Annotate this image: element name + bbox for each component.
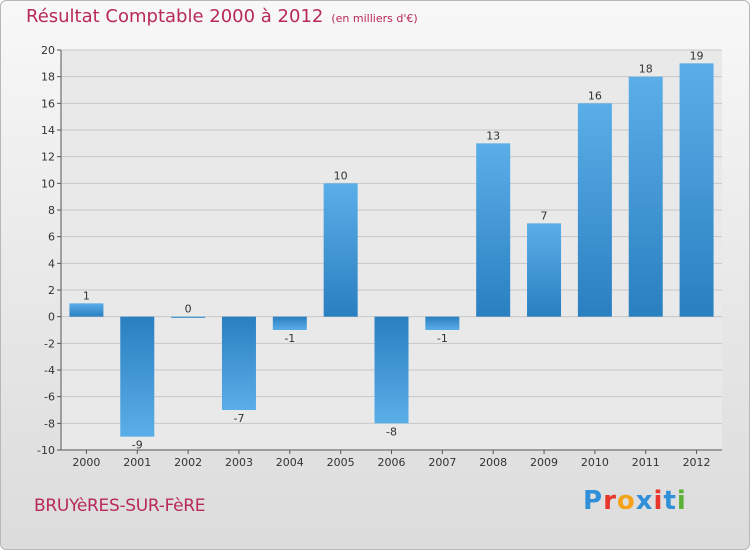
data-label: -1 <box>284 332 295 345</box>
x-tick-label: 2002 <box>174 456 202 469</box>
bar <box>171 316 206 318</box>
y-tick-label: 12 <box>41 151 55 164</box>
bar <box>323 183 358 317</box>
x-tick-label: 2007 <box>428 456 456 469</box>
x-tick-label: 2006 <box>378 456 406 469</box>
x-tick-label: 2000 <box>72 456 100 469</box>
data-label: 1 <box>83 289 90 302</box>
logo-letter: i <box>653 486 664 516</box>
data-label: -9 <box>132 439 143 452</box>
data-label: 18 <box>639 63 653 76</box>
y-tick-label: 10 <box>41 177 55 190</box>
data-label: 0 <box>185 303 192 316</box>
logo-letter: t <box>663 486 677 516</box>
data-label: 19 <box>690 49 704 62</box>
logo-letter: x <box>635 486 654 516</box>
y-tick-label: -10 <box>37 444 55 457</box>
data-label: 7 <box>541 209 548 222</box>
x-tick-label: 2001 <box>123 456 151 469</box>
bar <box>527 223 562 317</box>
y-tick-label: -4 <box>44 364 55 377</box>
y-tick-label: 14 <box>41 124 55 137</box>
y-tick-label: 8 <box>48 204 55 217</box>
x-tick-label: 2009 <box>530 456 558 469</box>
y-tick-label: -2 <box>44 337 55 350</box>
y-tick-label: 2 <box>48 284 55 297</box>
y-tick-label: -8 <box>44 417 55 430</box>
logo-letter: r <box>603 486 617 516</box>
logo-letter: i <box>676 486 687 516</box>
data-label: 10 <box>334 169 348 182</box>
city-name: BRUYèRES-SUR-FèRE <box>34 496 206 516</box>
x-tick-label: 2012 <box>683 456 711 469</box>
bar <box>69 303 104 317</box>
data-label: 13 <box>486 129 500 142</box>
y-tick-label: 16 <box>41 97 55 110</box>
y-tick-label: 6 <box>48 231 55 244</box>
y-tick-label: 18 <box>41 71 55 84</box>
bar <box>374 316 409 424</box>
data-label: -7 <box>233 412 244 425</box>
data-label: -1 <box>437 332 448 345</box>
bar <box>476 143 511 317</box>
chart-title: Résultat Comptable 2000 à 2012 (en millie… <box>26 6 418 27</box>
x-tick-label: 2011 <box>632 456 660 469</box>
title-text: Résultat Comptable 2000 à 2012 <box>26 6 324 27</box>
proxiti-logo[interactable]: Proxiti <box>583 486 687 516</box>
x-tick-label: 2004 <box>276 456 304 469</box>
x-tick-label: 2003 <box>225 456 253 469</box>
bar <box>679 63 714 317</box>
x-tick-label: 2005 <box>327 456 355 469</box>
x-tick-label: 2010 <box>581 456 609 469</box>
y-tick-label: 20 <box>41 44 55 57</box>
logo-letter: P <box>583 486 604 516</box>
data-label: 16 <box>588 89 602 102</box>
bar <box>628 76 663 317</box>
x-tick-label: 2008 <box>479 456 507 469</box>
logo-letter: o <box>616 486 636 516</box>
bar <box>120 316 155 437</box>
y-tick-label: 4 <box>48 257 55 270</box>
bar <box>425 316 460 330</box>
bar <box>577 103 612 317</box>
bar <box>221 316 256 410</box>
y-tick-label: -6 <box>44 391 55 404</box>
y-tick-label: 0 <box>48 311 55 324</box>
chart-subtitle: (en milliers d'€) <box>331 12 418 25</box>
data-label: -8 <box>386 425 397 438</box>
bar <box>272 316 307 330</box>
